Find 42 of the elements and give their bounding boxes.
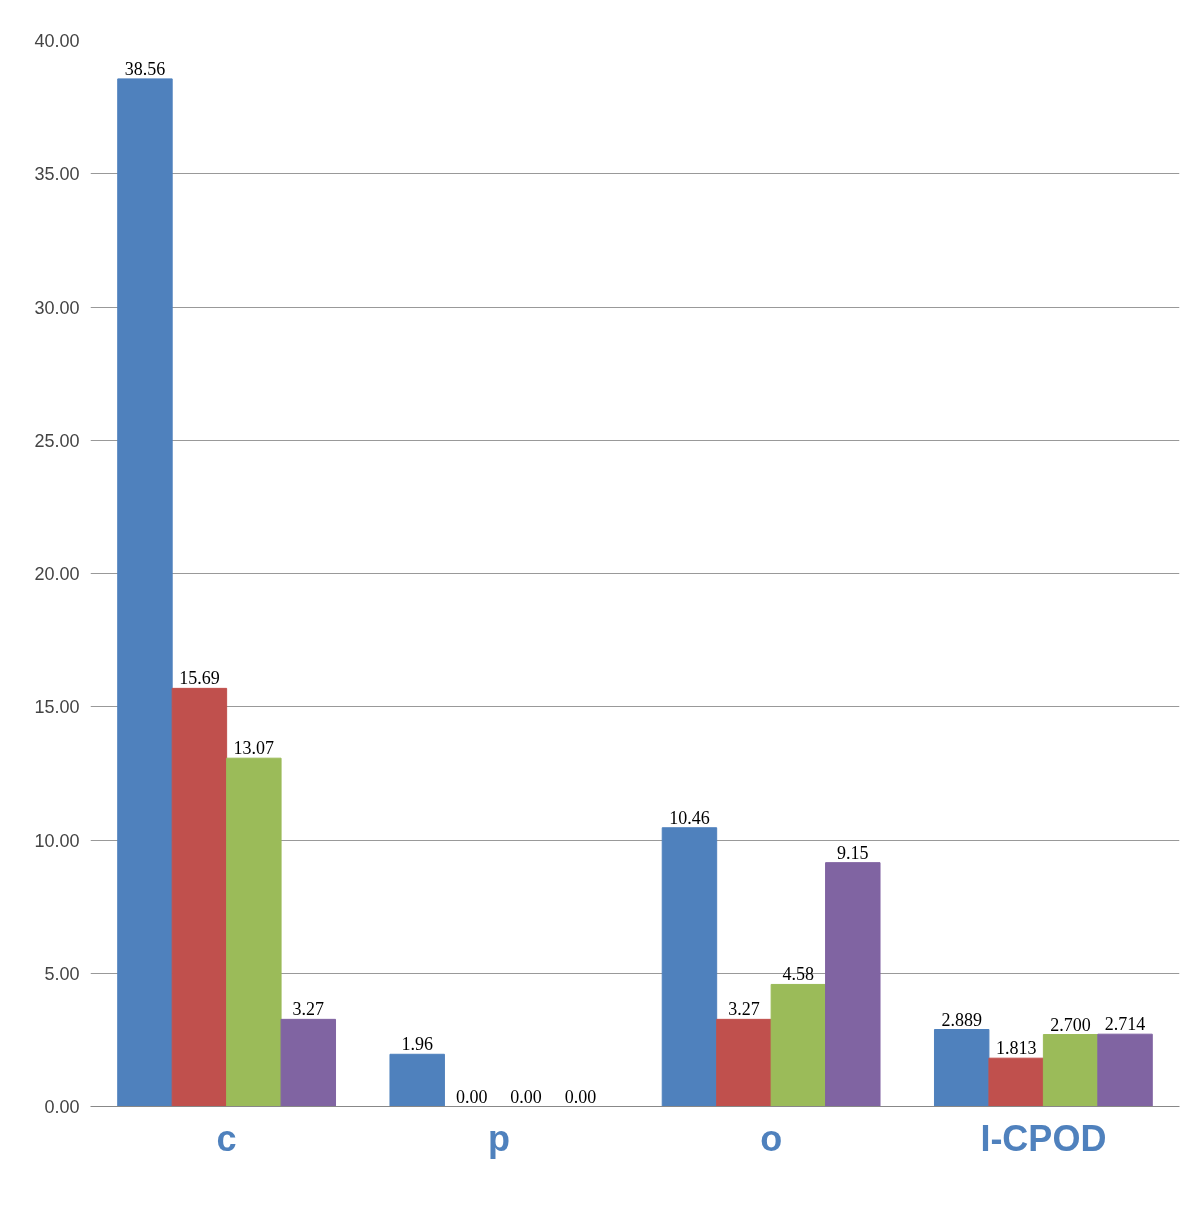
bar [933, 1029, 990, 1107]
data-label: 2.889 [941, 1009, 982, 1030]
y-tick-label: 10.00 [34, 830, 80, 851]
x-tick-label: I-CPOD [980, 1117, 1107, 1159]
y-tick-label: 40.00 [34, 31, 80, 51]
bar [661, 827, 718, 1107]
data-label: 1.96 [401, 1034, 433, 1055]
data-label: 2.714 [1104, 1014, 1146, 1035]
y-tick-label: 0.00 [44, 1097, 80, 1117]
y-tick-label: 30.00 [34, 297, 80, 318]
data-label: 0.00 [564, 1086, 597, 1107]
bar [1042, 1034, 1099, 1107]
x-tick-label: c [216, 1117, 237, 1159]
data-label: 9.15 [837, 842, 869, 863]
data-label: 3.27 [292, 999, 325, 1020]
y-tick-label: 20.00 [34, 564, 80, 584]
bar [117, 78, 173, 1107]
bar [825, 862, 881, 1107]
data-label: 0.00 [455, 1086, 488, 1107]
y-tick-label: 35.00 [34, 164, 80, 185]
data-label: 10.46 [669, 807, 710, 828]
data-label: 4.58 [782, 964, 815, 985]
bar [988, 1057, 1044, 1107]
data-label: 1.813 [995, 1038, 1037, 1059]
x-tick-label: o [760, 1117, 783, 1159]
data-label: 3.27 [728, 999, 760, 1020]
x-tick-label: p [487, 1117, 510, 1159]
bar [280, 1018, 337, 1107]
bar [171, 687, 228, 1107]
bar [389, 1053, 445, 1107]
bar [770, 983, 827, 1107]
bar [716, 1018, 772, 1107]
data-label: 15.69 [179, 668, 220, 689]
bar [1097, 1033, 1153, 1107]
bar [226, 757, 282, 1107]
data-label: 13.07 [233, 738, 275, 759]
data-label: 0.00 [510, 1086, 542, 1107]
y-tick-label: 25.00 [34, 430, 80, 451]
y-tick-label: 5.00 [44, 963, 80, 984]
data-label: 38.56 [124, 58, 166, 79]
data-label: 2.700 [1050, 1014, 1091, 1035]
y-tick-label: 15.00 [34, 697, 80, 718]
